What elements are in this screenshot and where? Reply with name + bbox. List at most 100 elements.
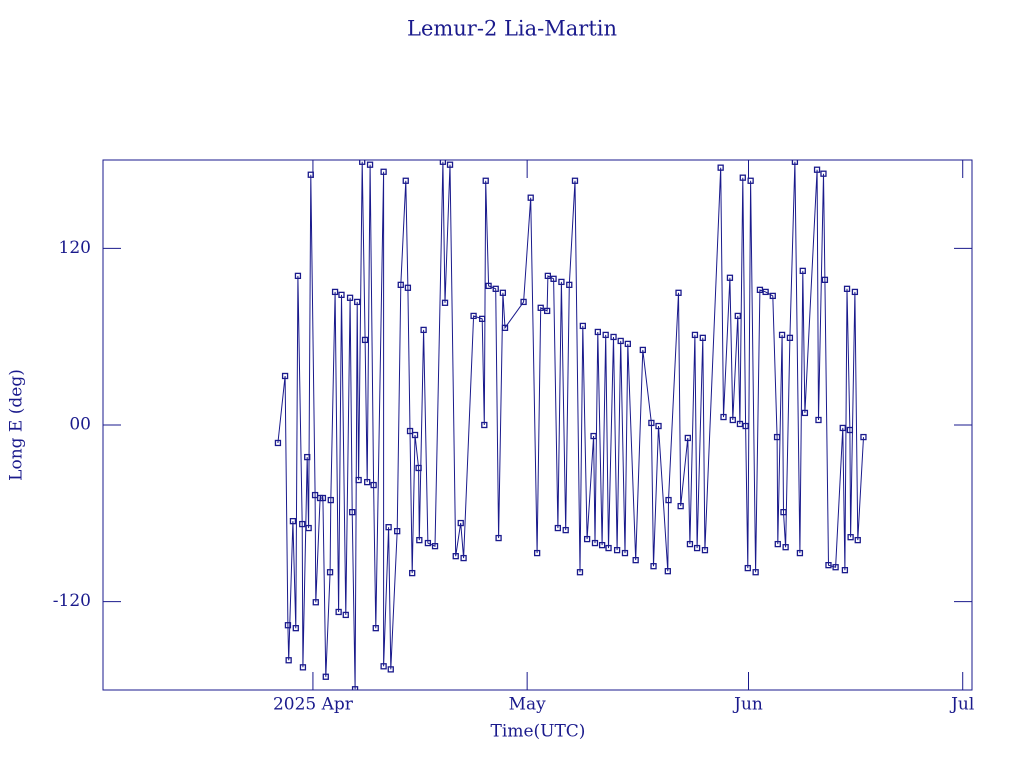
data-point bbox=[847, 534, 854, 541]
data-point bbox=[562, 526, 569, 534]
data-point bbox=[747, 177, 754, 184]
data-point bbox=[591, 539, 599, 547]
data-point bbox=[307, 171, 314, 178]
data-point bbox=[543, 307, 551, 315]
data-point bbox=[460, 554, 467, 562]
data-point bbox=[554, 524, 562, 532]
data-point bbox=[380, 663, 387, 670]
data-point bbox=[404, 284, 412, 291]
data-point bbox=[406, 427, 414, 435]
data-point bbox=[326, 569, 334, 576]
data-point bbox=[799, 267, 806, 275]
x-tick-label: Jul bbox=[949, 695, 974, 715]
data-point bbox=[305, 524, 312, 532]
data-point bbox=[366, 161, 374, 168]
data-point bbox=[860, 433, 867, 441]
data-point bbox=[527, 194, 534, 201]
data-point bbox=[610, 333, 617, 341]
data-point bbox=[786, 334, 794, 341]
y-tick-label: 120 bbox=[59, 238, 91, 258]
data-point bbox=[699, 334, 706, 341]
data-point bbox=[482, 177, 489, 184]
y-tick-label: 00 bbox=[69, 415, 91, 435]
data-point bbox=[566, 281, 573, 288]
data-point bbox=[617, 337, 624, 345]
data-point bbox=[346, 294, 354, 301]
data-point bbox=[693, 544, 701, 552]
data-point bbox=[752, 569, 759, 576]
y-axis-label: Long E (deg) bbox=[7, 369, 27, 481]
data-point bbox=[665, 496, 672, 504]
data-point bbox=[349, 509, 356, 516]
data-point bbox=[470, 312, 477, 320]
data-point bbox=[292, 625, 299, 632]
data-point bbox=[734, 312, 741, 320]
data-point bbox=[274, 439, 282, 447]
data-point bbox=[762, 288, 769, 296]
data-point bbox=[481, 421, 488, 429]
x-tick-label: Jun bbox=[732, 695, 763, 715]
data-point bbox=[664, 568, 671, 575]
data-point bbox=[701, 546, 709, 554]
data-point bbox=[579, 322, 586, 330]
data-point bbox=[431, 543, 439, 550]
data-point bbox=[846, 426, 854, 434]
x-tick-label: May bbox=[509, 695, 547, 715]
data-point bbox=[742, 422, 749, 430]
data-line bbox=[277, 161, 864, 690]
data-point bbox=[370, 481, 377, 489]
data-point bbox=[825, 562, 832, 569]
data-point bbox=[520, 298, 527, 306]
data-point bbox=[778, 331, 786, 339]
data-point bbox=[355, 476, 362, 484]
data-point bbox=[304, 453, 311, 461]
data-point bbox=[756, 286, 764, 294]
data-point bbox=[639, 346, 646, 354]
data-point bbox=[813, 166, 821, 173]
data-point bbox=[492, 285, 499, 292]
data-point bbox=[769, 292, 776, 300]
data-point bbox=[446, 161, 454, 168]
data-point bbox=[576, 569, 584, 576]
data-point bbox=[550, 275, 557, 282]
data-point bbox=[452, 553, 459, 560]
y-tick-label: -120 bbox=[53, 591, 91, 611]
data-point bbox=[624, 340, 631, 348]
data-point bbox=[820, 170, 827, 177]
data-point bbox=[796, 549, 804, 557]
data-point bbox=[602, 331, 609, 339]
data-point bbox=[648, 419, 655, 427]
data-point bbox=[289, 517, 297, 525]
data-point bbox=[686, 540, 694, 548]
data-point bbox=[537, 304, 544, 311]
x-axis-label: Time(UTC) bbox=[491, 722, 586, 742]
data-point bbox=[409, 569, 416, 577]
data-point bbox=[744, 564, 751, 572]
data-point bbox=[650, 563, 657, 570]
data-point bbox=[394, 527, 401, 535]
data-point bbox=[583, 535, 591, 543]
data-point bbox=[501, 324, 509, 331]
data-point bbox=[815, 416, 822, 424]
data-point bbox=[684, 434, 691, 442]
data-point bbox=[397, 281, 404, 288]
data-point bbox=[294, 272, 302, 280]
x-tick-label: 2025 Apr bbox=[273, 695, 354, 715]
data-point bbox=[354, 298, 361, 306]
data-point bbox=[351, 686, 359, 690]
data-point bbox=[632, 557, 639, 564]
data-point bbox=[331, 288, 339, 296]
data-point bbox=[773, 433, 781, 441]
data-point bbox=[839, 424, 846, 432]
data-point bbox=[780, 509, 787, 516]
data-point bbox=[284, 622, 292, 629]
data-point bbox=[720, 413, 727, 421]
data-point bbox=[739, 174, 746, 181]
data-point bbox=[726, 274, 734, 281]
data-point bbox=[675, 289, 682, 296]
data-point bbox=[821, 276, 829, 283]
data-point bbox=[457, 519, 464, 527]
data-point bbox=[655, 422, 662, 430]
data-point bbox=[558, 278, 565, 286]
data-point bbox=[335, 608, 342, 616]
